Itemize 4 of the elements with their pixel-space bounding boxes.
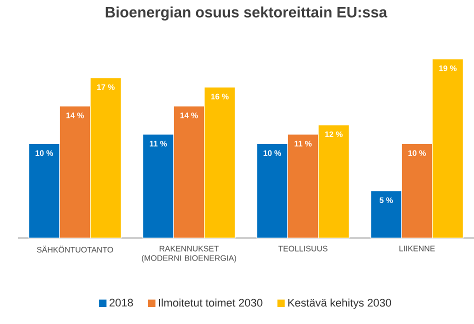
legend-label: Ilmoitetut toimet 2030 [159, 298, 262, 307]
legend-label: 2018 [110, 298, 133, 306]
legend-label: Kestävä kehitys 2030 [288, 298, 392, 309]
chart-title: Bioenergian osuus sektoreittain EU:ssa [106, 6, 388, 21]
